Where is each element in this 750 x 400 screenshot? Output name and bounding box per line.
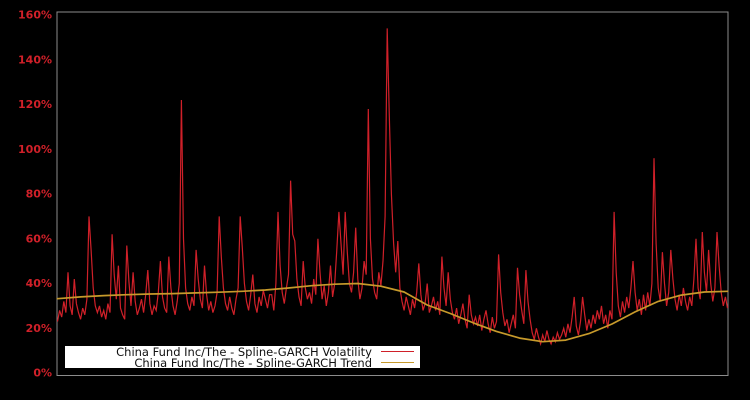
plot-border (56, 11, 729, 376)
legend-line-sample-volatility (381, 351, 414, 352)
y-axis: 0% 20% 40% 60% 80% 100% 120% 140% 160% (18, 9, 52, 380)
trend-series-line (56, 282, 729, 343)
y-axis-tick-label: 120% (18, 98, 52, 111)
legend-label-trend: China Fund Inc/The - Spline-GARCH Trend (134, 355, 372, 370)
y-axis-tick-label: 80% (26, 188, 52, 201)
legend-label-volatility: China Fund Inc/The - Spline-GARCH Volati… (116, 344, 372, 359)
legend: China Fund Inc/The - Spline-GARCH Volati… (65, 346, 420, 368)
y-axis-tick-label: 20% (26, 322, 52, 335)
y-axis-tick-label: 0% (33, 367, 52, 380)
y-axis-tick-label: 60% (26, 232, 52, 245)
legend-entry-volatility: China Fund Inc/The - Spline-GARCH Volati… (65, 344, 420, 359)
y-axis-tick-label: 100% (18, 143, 52, 156)
volatility-series-line (56, 28, 729, 347)
y-axis-tick-label: 160% (18, 9, 52, 22)
legend-line-sample-trend (381, 362, 414, 363)
y-axis-tick-label: 140% (18, 53, 52, 66)
y-axis-tick-label: 40% (26, 277, 52, 290)
legend-entry-trend: China Fund Inc/The - Spline-GARCH Trend (65, 355, 420, 370)
